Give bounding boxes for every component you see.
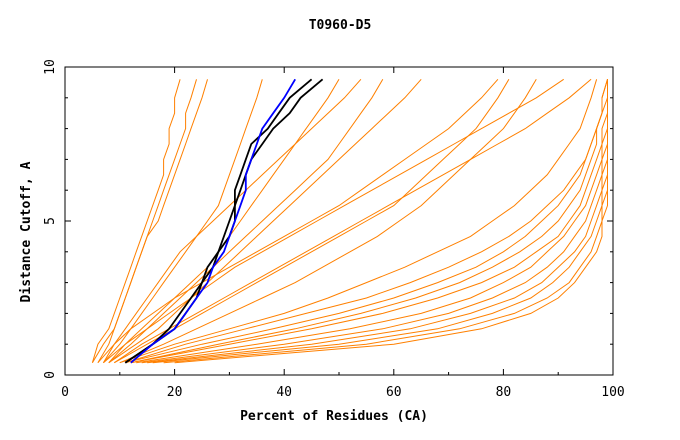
series-line-model-q (108, 78, 422, 364)
y-axis-label: Distance Cutoff, A (19, 161, 34, 302)
series-line-model-t (114, 78, 592, 364)
series-line-model-j (141, 79, 608, 364)
x-axis-label: Percent of Residues (CA) (240, 409, 428, 424)
series-line-model-h (130, 79, 608, 364)
x-tick-label: 60 (386, 385, 402, 400)
series-layer (91, 78, 608, 364)
x-tick-label: 100 (601, 385, 624, 400)
series-line-model-e (114, 79, 510, 364)
series-line-model-l (152, 79, 608, 364)
series-line-model-o (97, 78, 499, 364)
series-line-model-p (103, 79, 340, 364)
series-line-model-k (147, 79, 608, 364)
series-line-model-d (108, 79, 384, 364)
series-line-highlight-2 (124, 78, 324, 364)
chart-title: T0960-D5 (309, 18, 372, 33)
series-line-model-n (174, 79, 608, 364)
y-axis-ticks: 0 5 10 (43, 59, 613, 379)
y-tick-label: 10 (43, 59, 58, 75)
series-line-highlight-1 (124, 78, 313, 364)
series-line-model-r (119, 79, 537, 364)
series-line-model-f (119, 79, 598, 364)
x-tick-label: 80 (496, 385, 512, 400)
series-line-model-w (125, 79, 608, 364)
x-tick-label: 0 (61, 385, 69, 400)
y-tick-label: 5 (43, 217, 58, 225)
series-line-model-c (103, 79, 263, 364)
y-tick-label: 0 (43, 371, 58, 379)
series-line-model-x (102, 78, 362, 363)
x-tick-label: 40 (276, 385, 292, 400)
series-line-highlight-3 (130, 78, 296, 364)
series-line-model-b (97, 79, 208, 363)
series-line-model-u (130, 79, 608, 364)
x-tick-label: 20 (167, 385, 183, 400)
series-line-model-s (91, 79, 181, 363)
x-axis-ticks: 0 20 40 60 80 100 (61, 67, 625, 400)
series-line-model-v (108, 78, 564, 364)
